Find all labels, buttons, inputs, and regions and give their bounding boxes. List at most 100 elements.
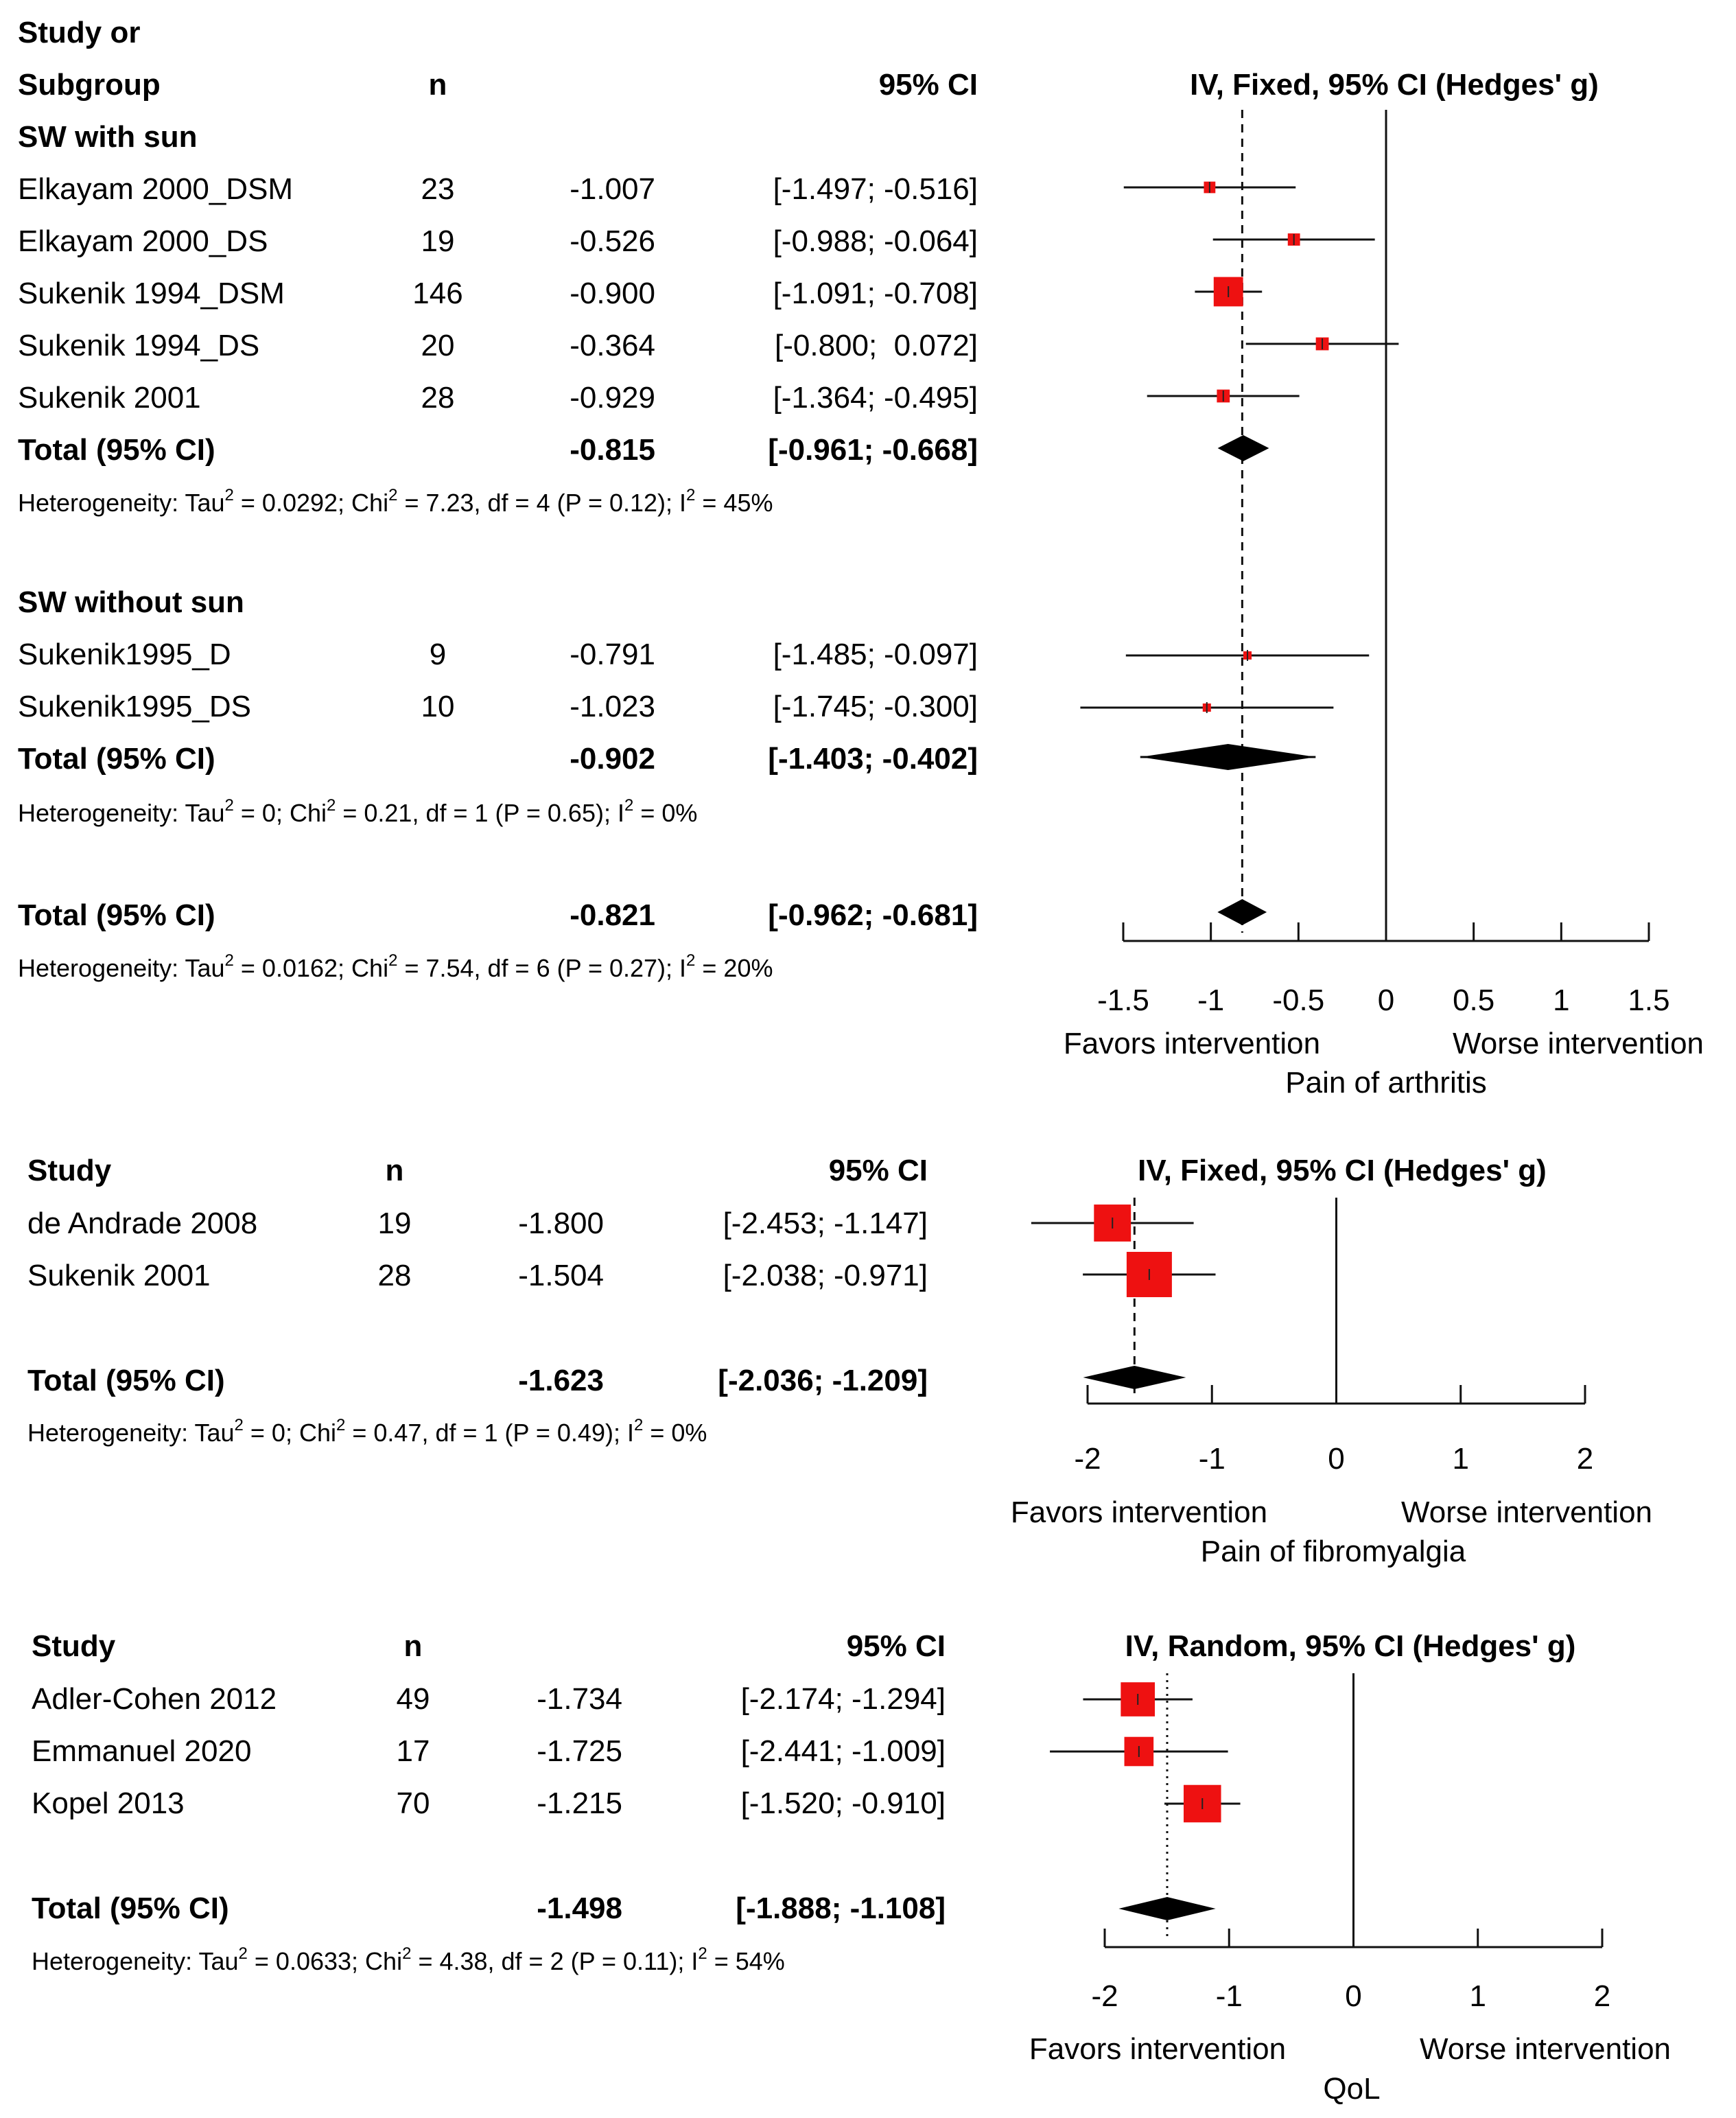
total-estimate: -1.623 — [518, 1364, 604, 1397]
header-study: Study — [27, 1154, 112, 1187]
table-row: de Andrade 2008 19 -1.800 [-2.453; -1.14… — [27, 1207, 928, 1240]
het-chi2: = 4.38, df = 2 (P = 0.11); I — [411, 1947, 698, 1975]
forest-plot-area: -2 -1 0 1 2 — [1050, 1673, 1610, 2013]
table-row: Sukenik 1994_DS 20 -0.364 [-0.800; 0.072… — [18, 329, 978, 362]
table-row: Sukenik1995_DS 10 -1.023 [-1.745; -0.300… — [18, 690, 978, 723]
study-n: 17 — [397, 1734, 430, 1768]
x-tick-label: -1 — [1216, 1979, 1243, 2013]
x-tick-label: -1 — [1199, 1442, 1225, 1476]
table-row: Sukenik 1994_DSM 146 -0.900 [-1.091; -0.… — [18, 277, 978, 310]
favors-right-label: Worse intervention — [1401, 1496, 1652, 1529]
table-row: Elkayam 2000_DSM 23 -1.007 [-1.497; -0.5… — [18, 172, 978, 206]
header-study: Study — [32, 1629, 116, 1663]
study-ci: [-1.364; -0.495] — [773, 381, 978, 415]
study-estimate: -1.504 — [518, 1259, 604, 1292]
study-estimate: -0.364 — [570, 329, 655, 362]
x-tick-label: -0.5 — [1272, 984, 1324, 1017]
total-label: Total (95% CI) — [18, 742, 215, 776]
study-ci: [-2.038; -0.971] — [723, 1259, 928, 1292]
study-name: Kopel 2013 — [32, 1787, 185, 1820]
favors-right-label: Worse intervention — [1420, 2032, 1671, 2066]
x-tick-label: -2 — [1074, 1442, 1101, 1476]
overall-diamond — [1217, 899, 1267, 925]
subtotal-row: Total (95% CI) -0.902 [-1.403; -0.402] — [18, 742, 978, 776]
header-subgroup: Subgroup — [18, 68, 161, 102]
study-ci: [-0.988; -0.064] — [773, 224, 978, 258]
axis-title: Pain of arthritis — [1285, 1066, 1486, 1099]
study-n: 20 — [421, 329, 455, 362]
total-label: Total (95% CI) — [18, 433, 215, 467]
total-estimate: -0.902 — [570, 742, 655, 776]
het-prefix: Heterogeneity: Tau — [27, 1419, 235, 1447]
study-estimate: -1.215 — [537, 1787, 622, 1820]
x-tick-label: -1.5 — [1097, 984, 1149, 1017]
study-name: Emmanuel 2020 — [32, 1734, 251, 1768]
het-i2: = 45% — [695, 489, 773, 517]
het-tau2: = 0.0162; Chi — [234, 954, 388, 982]
het-i2: = 0% — [633, 799, 697, 827]
heterogeneity-text: Heterogeneity: Tau2 = 0.0292; Chi2 = 7.2… — [18, 486, 773, 517]
total-ci: [-0.962; -0.681] — [768, 898, 978, 932]
subgroup-title: SW with sun — [18, 120, 198, 154]
study-estimate: -0.526 — [570, 224, 655, 258]
x-tick-label: 0.5 — [1453, 984, 1494, 1017]
overall-total-row: Total (95% CI) -0.821 [-0.962; -0.681] — [18, 898, 978, 932]
x-tick-label: 1.5 — [1628, 984, 1669, 1017]
study-name: Sukenik 2001 — [18, 381, 201, 415]
total-label: Total (95% CI) — [27, 1364, 225, 1397]
total-ci: [-2.036; -1.209] — [718, 1364, 928, 1397]
study-name: Adler-Cohen 2012 — [32, 1682, 277, 1716]
study-n: 23 — [421, 172, 455, 206]
subtotal-diamond — [1217, 435, 1269, 461]
study-ci: [-1.520; -0.910] — [741, 1787, 946, 1820]
study-ci: [-2.453; -1.147] — [723, 1207, 928, 1240]
het-prefix: Heterogeneity: Tau — [18, 489, 225, 517]
total-ci: [-1.888; -1.108] — [736, 1892, 946, 1925]
het-tau2: = 0; Chi — [234, 799, 327, 827]
favors-left-label: Favors intervention — [1064, 1027, 1320, 1060]
study-name: Sukenik 2001 — [27, 1259, 211, 1292]
x-tick-label: -2 — [1091, 1979, 1118, 2013]
header-n: n — [386, 1154, 404, 1187]
header-ci: 95% CI — [879, 68, 978, 102]
study-name: Sukenik 1994_DSM — [18, 277, 285, 310]
het-chi2: = 7.54, df = 6 (P = 0.27); I — [397, 954, 686, 982]
favors-left-label: Favors intervention — [1029, 2032, 1286, 2066]
study-name: Sukenik 1994_DS — [18, 329, 259, 362]
total-label: Total (95% CI) — [18, 898, 215, 932]
header-method: IV, Random, 95% CI (Hedges' g) — [1125, 1629, 1576, 1663]
study-estimate: -1.734 — [537, 1682, 622, 1716]
study-n: 28 — [421, 381, 455, 415]
het-chi2: = 0.47, df = 1 (P = 0.49); I — [345, 1419, 634, 1447]
total-estimate: -0.815 — [570, 433, 655, 467]
total-ci: [-1.403; -0.402] — [768, 742, 978, 776]
study-n: 19 — [378, 1207, 412, 1240]
favors-left-label: Favors intervention — [1011, 1496, 1267, 1529]
x-tick-label: 0 — [1378, 984, 1394, 1017]
study-n: 10 — [421, 690, 455, 723]
x-tick-label: 1 — [1453, 1442, 1469, 1476]
het-chi2: = 0.21, df = 1 (P = 0.65); I — [336, 799, 624, 827]
study-ci: [-1.745; -0.300] — [773, 690, 978, 723]
study-n: 49 — [397, 1682, 430, 1716]
forest-plot-area: -2 -1 0 1 2 — [1031, 1198, 1593, 1476]
study-estimate: -1.007 — [570, 172, 655, 206]
study-name: Sukenik1995_D — [18, 638, 231, 671]
het-prefix: Heterogeneity: Tau — [18, 799, 225, 827]
study-estimate: -1.023 — [570, 690, 655, 723]
heterogeneity-text: Heterogeneity: Tau2 = 0; Chi2 = 0.21, df… — [18, 796, 697, 827]
x-tick-label: 2 — [1594, 1979, 1610, 2013]
x-tick-label: -1 — [1197, 984, 1224, 1017]
header-n: n — [404, 1629, 423, 1663]
heterogeneity-text: Heterogeneity: Tau2 = 0.0162; Chi2 = 7.5… — [18, 951, 773, 982]
overall-diamond — [1118, 1897, 1216, 1920]
study-estimate: -0.900 — [570, 277, 655, 310]
het-chi2: = 7.23, df = 4 (P = 0.12); I — [397, 489, 686, 517]
het-i2: = 20% — [695, 954, 773, 982]
het-tau2: = 0; Chi — [244, 1419, 336, 1447]
total-estimate: -1.498 — [537, 1892, 622, 1925]
het-prefix: Heterogeneity: Tau — [32, 1947, 239, 1975]
study-ci: [-2.174; -1.294] — [741, 1682, 946, 1716]
x-tick-label: 1 — [1470, 1979, 1486, 2013]
subtotal-row: Total (95% CI) -0.815 [-0.961; -0.668] — [18, 433, 978, 467]
